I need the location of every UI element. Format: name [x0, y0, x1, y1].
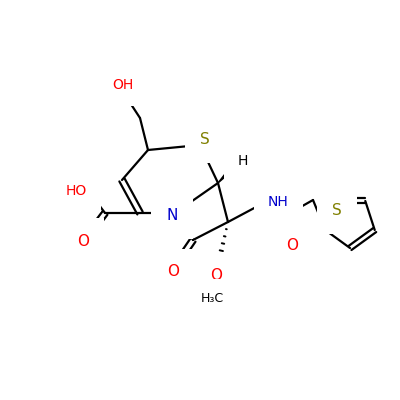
- Text: H: H: [238, 154, 248, 168]
- Text: S: S: [200, 132, 210, 148]
- Text: O: O: [167, 264, 179, 280]
- Text: OH: OH: [112, 78, 134, 92]
- Text: HO: HO: [65, 184, 87, 198]
- Text: S: S: [332, 204, 342, 218]
- Text: N: N: [166, 208, 178, 224]
- Text: O: O: [77, 234, 89, 248]
- Text: O: O: [286, 238, 298, 252]
- Text: O: O: [210, 268, 222, 282]
- Text: NH: NH: [268, 195, 289, 209]
- Text: H₃C: H₃C: [200, 292, 224, 304]
- Polygon shape: [218, 163, 237, 183]
